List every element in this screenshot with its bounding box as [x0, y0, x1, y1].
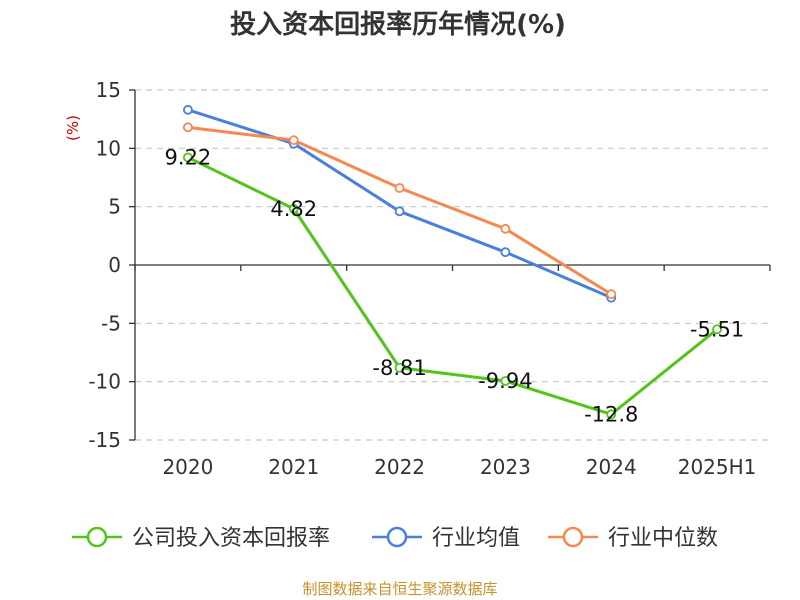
x-tick-label: 2022: [374, 455, 425, 479]
x-tick-label: 2024: [586, 455, 637, 479]
y-tick-label: -10: [88, 370, 121, 394]
data-point: [500, 376, 511, 386]
data-point: [288, 203, 299, 214]
y-axis-label: (%): [64, 115, 82, 141]
data-point: [606, 409, 617, 420]
data-point: [500, 223, 511, 234]
legend-label: 行业中位数: [608, 526, 718, 551]
data-point: [183, 104, 193, 115]
data-label: 9.22: [165, 145, 212, 169]
data-point: [288, 135, 299, 146]
y-tick-label: 10: [96, 136, 121, 160]
data-label: -5.51: [690, 317, 744, 341]
data-point: [500, 247, 511, 258]
series-line: [187, 156, 719, 416]
data-labels: 9.22 4.82 -8.81 -9.94 -12.8 -5.51: [165, 145, 745, 426]
y-tick-label: 0: [108, 253, 121, 277]
x-tick-label: 2025H1: [678, 455, 757, 479]
data-point: [606, 289, 617, 300]
data-point: [183, 152, 193, 163]
axes: 15 10 5 0 -5 -10 -15 2020 2021 2022 2023 2024 2025H1: [88, 78, 771, 479]
data-point: [394, 362, 405, 373]
data-label: -8.81: [372, 356, 426, 380]
legend-label: 行业均值: [432, 526, 520, 551]
legend-item: 公司投入资本回报率: [72, 526, 330, 551]
series-line: [187, 108, 612, 300]
y-tick-label: 5: [108, 195, 121, 219]
data-point: [394, 206, 405, 217]
y-tick-label: 15: [96, 78, 121, 102]
source-note: 制图数据来自恒生聚源数据库: [302, 580, 497, 598]
legend-marker-icon: [86, 526, 108, 548]
data-label: 4.82: [270, 197, 317, 221]
chart-title: 投入资本回报率历年情况(%): [230, 9, 566, 40]
data-point: [394, 183, 405, 193]
legend: 公司投入资本回报率 行业均值 行业中位数: [72, 526, 718, 551]
legend-marker-icon: [386, 526, 408, 548]
data-label: -9.94: [478, 369, 532, 393]
legend-item: 行业均值: [372, 526, 520, 551]
y-tick-label: -15: [88, 428, 121, 452]
legend-label: 公司投入资本回报率: [132, 526, 330, 551]
data-point: [712, 324, 722, 335]
series-lines: [183, 104, 722, 420]
data-label: -12.8: [584, 402, 638, 426]
y-tick-label: -5: [101, 311, 121, 335]
legend-marker-icon: [562, 526, 584, 548]
data-point: [183, 122, 193, 133]
x-tick-label: 2023: [480, 455, 531, 479]
grid-lines: [135, 89, 770, 441]
x-tick-label: 2020: [162, 455, 213, 479]
legend-item: 行业中位数: [548, 526, 718, 551]
x-tick-label: 2021: [268, 455, 319, 479]
